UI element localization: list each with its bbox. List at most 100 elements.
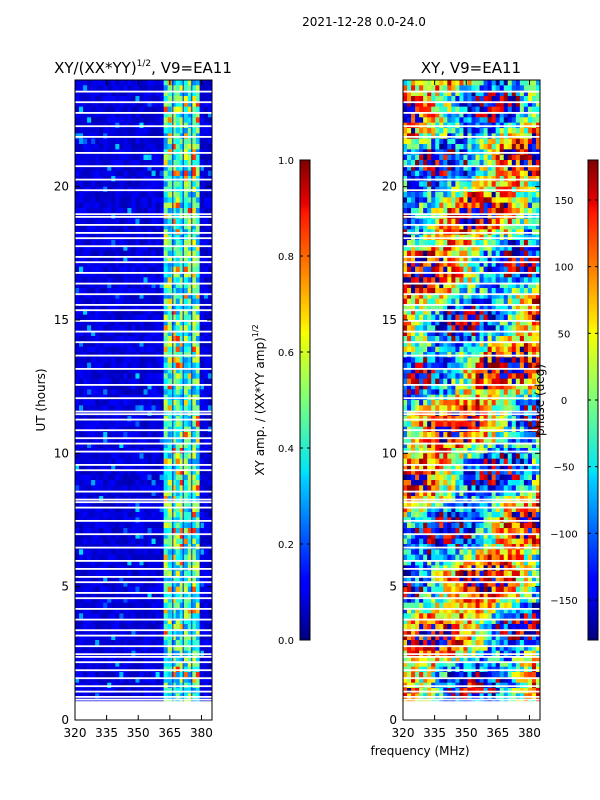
phase-heatmap-cell [415,197,420,204]
amp-heatmap-cell [115,90,120,97]
amp-heatmap-cell [191,490,197,497]
amp-heatmap-cell [159,261,165,268]
amp-heatmap-cell [123,325,128,332]
amp-heatmap-cell [103,645,108,652]
amp-heatmap-cell [139,314,144,321]
phase-heatmap-cell [463,170,468,177]
amp-heatmap-cell [143,602,148,609]
amp-heatmap-cell [95,458,100,465]
amp-heatmap-cell [111,656,116,662]
amp-heatmap-cell [147,112,152,118]
amp-heatmap-cell [207,533,212,540]
amp-heatmap-cell [203,432,209,438]
amp-heatmap-cell [91,112,96,118]
amp-heatmap-cell [127,362,132,369]
amp-heatmap-cell [155,154,161,161]
amp-heatmap-cell [107,218,112,225]
amp-heatmap-cell [127,250,132,257]
amp-heatmap-cell [75,240,80,246]
amp-heatmap-cell [163,106,169,113]
phase-heatmap-cell [407,117,412,124]
phase-heatmap-cell [455,170,460,177]
amp-flagged-row [75,469,212,472]
amp-heatmap-cell [103,314,108,321]
phase-heatmap-cell [415,165,420,172]
phase-heatmap-cell [419,165,424,172]
amp-heatmap-cell [191,506,197,513]
amp-heatmap-cell [131,160,136,166]
amp-heatmap-cell [167,245,173,252]
phase-heatmap-cell [515,112,521,118]
amp-heatmap-cell [111,522,116,529]
amp-heatmap-cell [139,453,144,460]
phase-heatmap-cell [447,106,452,113]
amp-heatmap-cell [131,618,136,625]
amp-heatmap-cell [207,512,212,518]
amp-heatmap-cell [79,570,84,577]
amp-heatmap-cell [75,576,80,582]
amp-heatmap-cell [107,533,112,540]
amp-heatmap-cell [151,538,156,545]
phase-heatmap-cell [499,165,505,172]
amp-heatmap-cell [95,330,100,337]
amp-heatmap-cell [139,208,144,214]
amp-heatmap-cell [75,128,80,134]
amp-heatmap-cell [79,389,84,396]
amp-heatmap-cell [115,224,120,230]
amp-heatmap-cell [99,373,104,380]
amp-heatmap-cell [191,405,197,412]
amp-heatmap-cell [99,170,104,177]
amp-heatmap-cell [95,192,100,198]
amp-heatmap-cell [191,677,197,684]
amp-heatmap-cell [83,602,88,609]
amp-heatmap-cell [75,586,80,593]
amp-heatmap-cell [171,218,177,225]
amp-heatmap-cell [207,656,212,662]
amp-heatmap-cell [123,437,128,444]
amp-heatmap-cell [99,325,104,332]
amp-heatmap-cell [91,362,96,369]
amp-heatmap-cell [179,528,185,534]
amp-heatmap-cell [91,208,96,214]
amp-heatmap-cell [95,480,100,486]
amp-heatmap-cell [175,304,181,310]
amp-heatmap-cell [175,661,181,668]
phase-heatmap-cell [495,128,501,134]
amp-heatmap-cell [207,277,212,284]
amp-heatmap-cell [111,624,116,630]
amp-heatmap-cell [199,85,205,92]
amp-heatmap-cell [91,570,96,577]
amp-heatmap-cell [139,336,144,342]
phase-heatmap-cell [427,106,432,113]
amp-heatmap-cell [131,405,136,412]
amp-heatmap-cell [119,432,124,438]
amp-heatmap-cell [103,442,108,449]
phase-heatmap-cell [411,80,416,86]
amp-heatmap-cell [103,613,108,620]
amp-heatmap-cell [91,128,96,134]
amp-heatmap-cell [203,154,209,161]
phase-heatmap-cell [463,181,468,188]
amp-heatmap-cell [123,512,128,518]
amp-heatmap-cell [199,277,205,284]
amp-heatmap-cell [163,421,169,428]
amp-heatmap-cell [151,512,156,518]
amp-heatmap-cell [171,474,177,481]
amp-heatmap-cell [203,400,209,406]
phase-heatmap-cells [403,80,540,720]
amp-heatmap-cell [127,96,132,102]
amp-heatmap-cell [115,261,120,268]
amp-heatmap-cell [99,490,104,497]
phase-heatmap-cell [411,197,416,204]
amp-heatmap-cell [203,266,209,273]
amp-heatmap-cell [75,117,80,124]
amp-heatmap-cell [163,432,169,438]
amp-heatmap-cell [111,101,116,108]
amp-heatmap-cell [155,314,161,321]
amp-heatmap-cell [179,170,185,177]
amp-heatmap-cell [167,240,173,246]
amp-heatmap-cell [95,293,100,300]
amp-heatmap-cell [199,581,205,588]
phase-heatmap-cell [507,197,513,204]
amp-heatmap-cell [171,485,177,492]
